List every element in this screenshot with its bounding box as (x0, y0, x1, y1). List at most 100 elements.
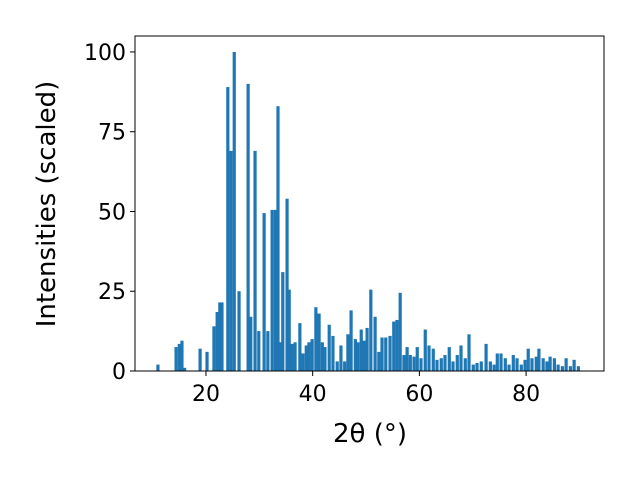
bar (237, 291, 241, 371)
bar (467, 334, 471, 371)
bar (537, 348, 541, 371)
bar (475, 363, 479, 371)
bar (439, 358, 443, 371)
bar (229, 150, 233, 371)
bar (492, 364, 496, 371)
bar (511, 355, 515, 371)
bar (507, 364, 511, 371)
bar (232, 51, 236, 371)
bar (515, 358, 519, 371)
bar (174, 347, 178, 371)
bar (218, 302, 222, 371)
bar (293, 342, 297, 371)
bar (362, 340, 366, 371)
bar (156, 364, 160, 371)
x-tick-label: 60 (405, 382, 433, 407)
bar (519, 364, 523, 371)
bar (320, 342, 324, 371)
bar (346, 334, 350, 371)
bar (353, 339, 357, 371)
bar (327, 324, 331, 371)
bar (526, 348, 530, 371)
bar (471, 364, 475, 371)
bar (405, 347, 409, 371)
bar (384, 337, 388, 371)
bar (246, 83, 250, 371)
y-axis-label: Intensities (scaled) (32, 81, 62, 328)
bar (388, 335, 392, 371)
bar (395, 319, 399, 371)
bar (408, 355, 412, 371)
bar (488, 361, 492, 371)
y-tick-label: 25 (98, 280, 126, 305)
bar (335, 361, 339, 371)
bar (314, 307, 318, 371)
bar (215, 311, 219, 371)
bar (323, 347, 327, 371)
bar (541, 358, 545, 371)
bar (349, 310, 353, 371)
bar (568, 366, 572, 371)
bar (373, 316, 377, 371)
bar (278, 342, 282, 371)
bar (556, 364, 560, 371)
bar (180, 340, 184, 371)
bar (290, 343, 294, 371)
bar (183, 367, 187, 371)
bar (205, 351, 209, 371)
plot-frame (134, 35, 605, 372)
bar (262, 213, 266, 371)
bar (298, 323, 302, 371)
bar (545, 361, 549, 371)
bar (177, 343, 181, 371)
bar (552, 358, 556, 371)
y-tick-label: 0 (112, 360, 126, 385)
bar (419, 358, 423, 371)
bar (369, 289, 373, 371)
bar (560, 366, 564, 371)
bar (212, 326, 216, 371)
bar (523, 359, 527, 371)
bar (285, 198, 289, 371)
x-axis-label: 2θ (°) (333, 419, 407, 449)
bar (266, 331, 270, 371)
bar (359, 329, 363, 371)
bar (443, 355, 447, 371)
bar (484, 343, 488, 371)
bar (339, 345, 343, 371)
bar (253, 150, 257, 371)
bar (479, 361, 483, 371)
y-tick-label: 100 (84, 41, 126, 66)
bar (455, 355, 459, 371)
bar (398, 292, 402, 371)
bar (257, 331, 261, 371)
y-tick-label: 50 (98, 200, 126, 225)
bar (451, 361, 455, 371)
bar (495, 353, 499, 371)
bar (198, 348, 202, 371)
bar (499, 353, 503, 371)
x-tick-label: 20 (192, 382, 220, 407)
bar (415, 347, 419, 371)
bar (423, 329, 427, 371)
bar (249, 316, 253, 371)
bar (463, 358, 467, 371)
bar (459, 345, 463, 371)
bar (530, 358, 534, 371)
bar (226, 87, 230, 372)
bar (377, 351, 381, 371)
bar (572, 359, 576, 371)
bar (331, 335, 335, 371)
bar (392, 321, 396, 371)
bar (380, 337, 384, 371)
x-tick-label: 80 (512, 382, 540, 407)
bar (317, 313, 321, 371)
bar (304, 345, 308, 371)
bar (576, 366, 580, 371)
bar (365, 327, 369, 371)
bar (435, 359, 439, 371)
bar (273, 209, 277, 371)
bar (287, 289, 291, 371)
bar (307, 342, 311, 371)
